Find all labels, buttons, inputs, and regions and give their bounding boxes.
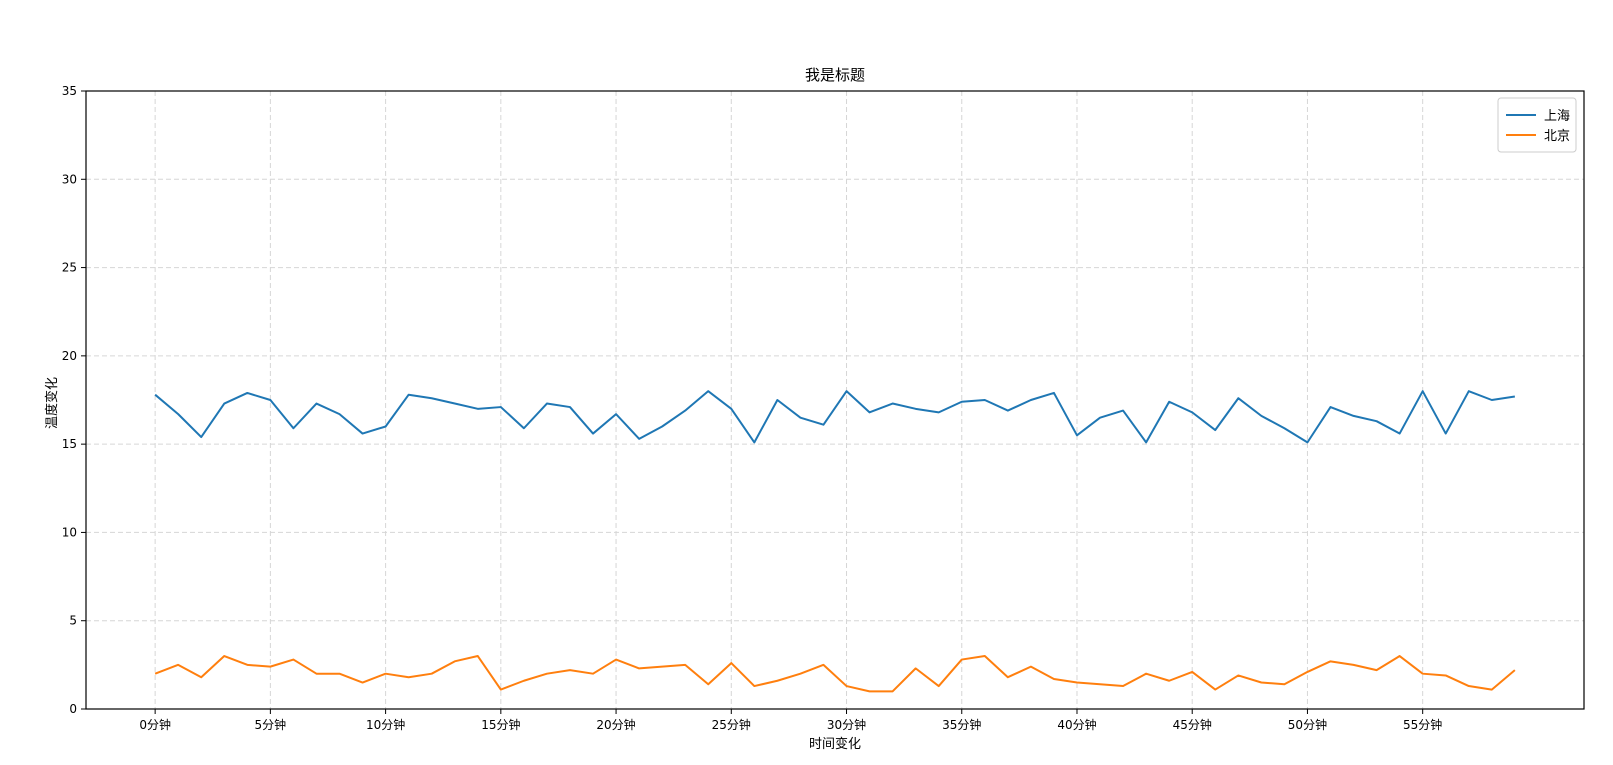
x-tick-label: 0分钟 (139, 717, 171, 732)
y-tick-label: 10 (62, 525, 77, 539)
y-tick-label: 35 (62, 84, 77, 98)
y-axis-label: 温度变化 (44, 377, 60, 429)
y-tick-label: 15 (62, 437, 77, 451)
legend-label: 北京 (1544, 129, 1570, 144)
x-axis-label: 时间变化 (809, 736, 861, 752)
legend-label: 上海 (1544, 109, 1570, 124)
x-tick-label: 30分钟 (827, 717, 866, 732)
x-tick-label: 55分钟 (1403, 717, 1442, 732)
x-tick-label: 10分钟 (366, 717, 405, 732)
legend-box (1497, 97, 1577, 153)
axes-frame (85, 90, 1585, 710)
x-tick-label: 15分钟 (481, 717, 520, 732)
x-tick-label: 40分钟 (1057, 717, 1096, 732)
x-tick-label: 25分钟 (712, 717, 751, 732)
axis-ticks: 0分钟 5分钟 10分钟 15分钟 20分钟 25分钟 30分钟 35分钟 40分钟 45分钟 50… (62, 84, 1443, 732)
x-tick-label: 45分钟 (1173, 717, 1212, 732)
x-tick-label: 5分钟 (255, 717, 287, 732)
y-tick-label: 0 (69, 702, 77, 716)
y-tick-label: 30 (62, 172, 77, 186)
series-line-1 (154, 390, 1516, 444)
y-tick-label: 5 (69, 614, 77, 628)
x-tick-label: 50分钟 (1288, 717, 1327, 732)
grid-lines (86, 91, 1584, 709)
chart-title: 我是标题 (805, 66, 865, 84)
x-tick-label: 20分钟 (596, 717, 635, 732)
x-tick-label: 35分钟 (942, 717, 981, 732)
series-lines (154, 390, 1516, 693)
y-tick-label: 20 (62, 349, 77, 363)
y-tick-label: 25 (62, 261, 77, 275)
series-line-2 (154, 655, 1516, 693)
